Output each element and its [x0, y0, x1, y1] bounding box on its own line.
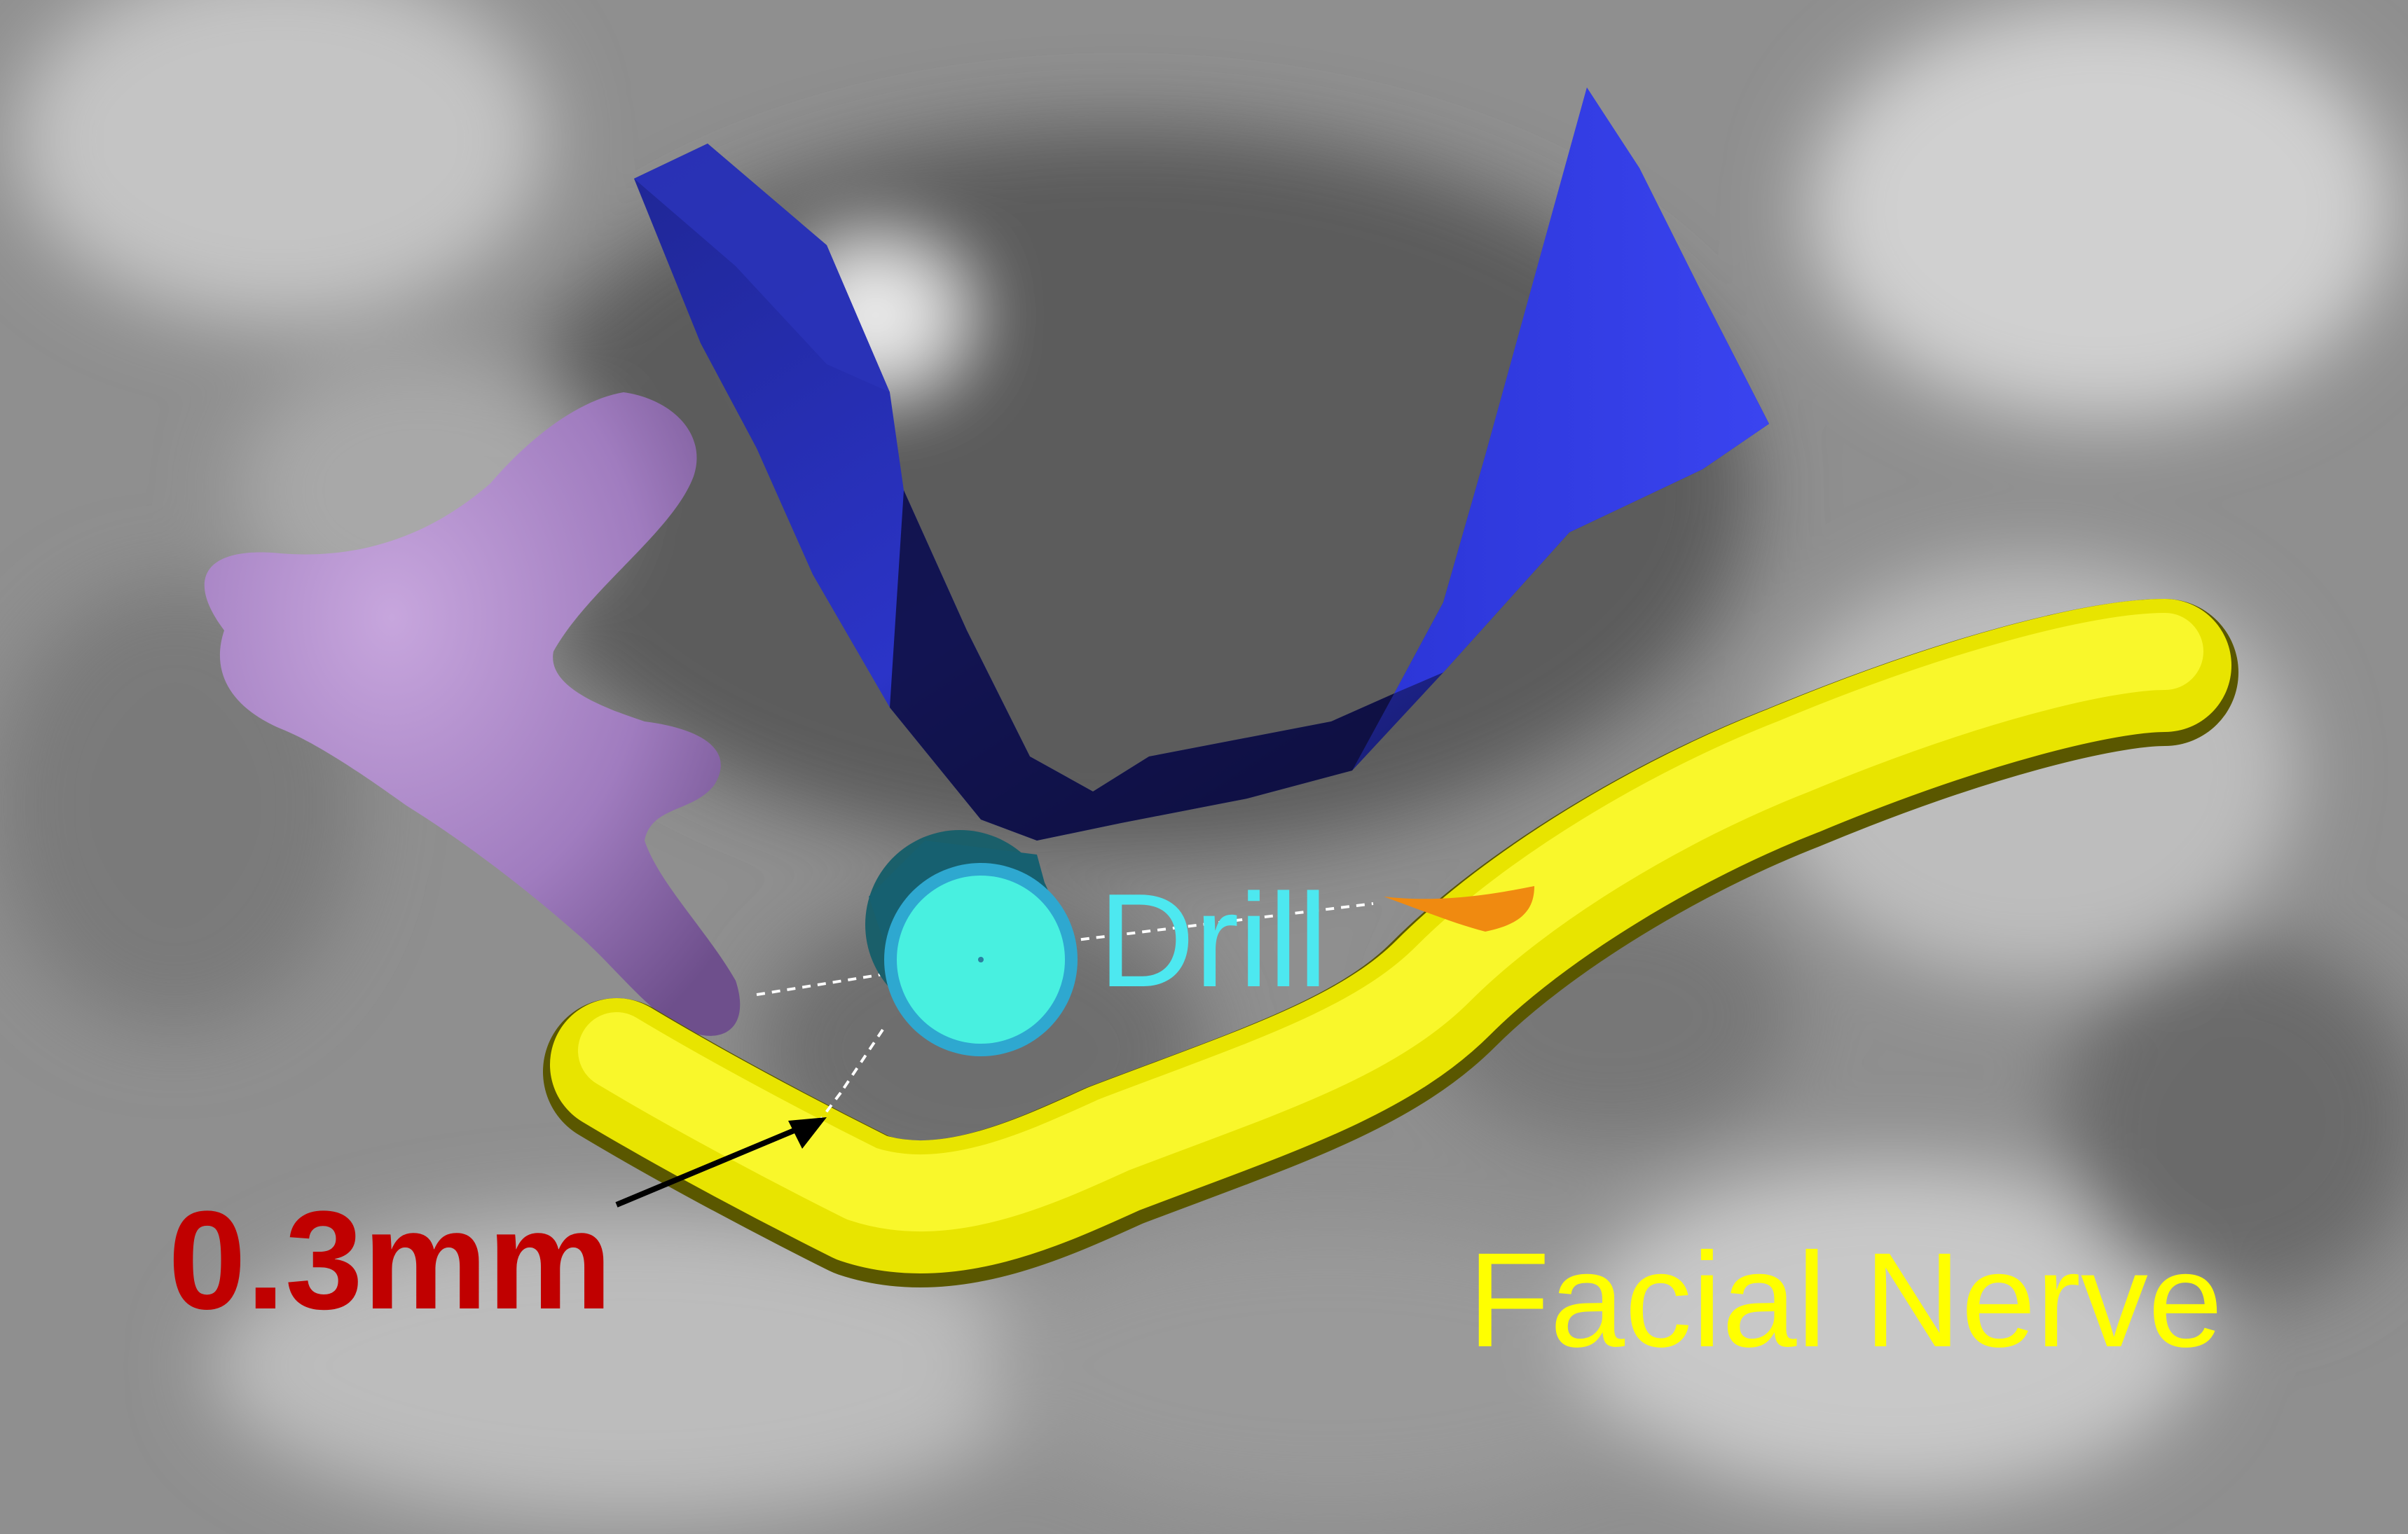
blue-surface — [634, 88, 1769, 841]
orange-marker — [1384, 886, 1534, 932]
distance-label: 0.3mm — [168, 1182, 612, 1339]
drill-cylinder — [865, 830, 1078, 1056]
purple-structure — [204, 392, 741, 1036]
pointer-arrow — [615, 1117, 827, 1208]
facial-nerve — [543, 599, 2238, 1287]
facial-nerve-label: Facial Nerve — [1468, 1224, 2223, 1375]
drill-label: Drill — [1099, 866, 1328, 1015]
